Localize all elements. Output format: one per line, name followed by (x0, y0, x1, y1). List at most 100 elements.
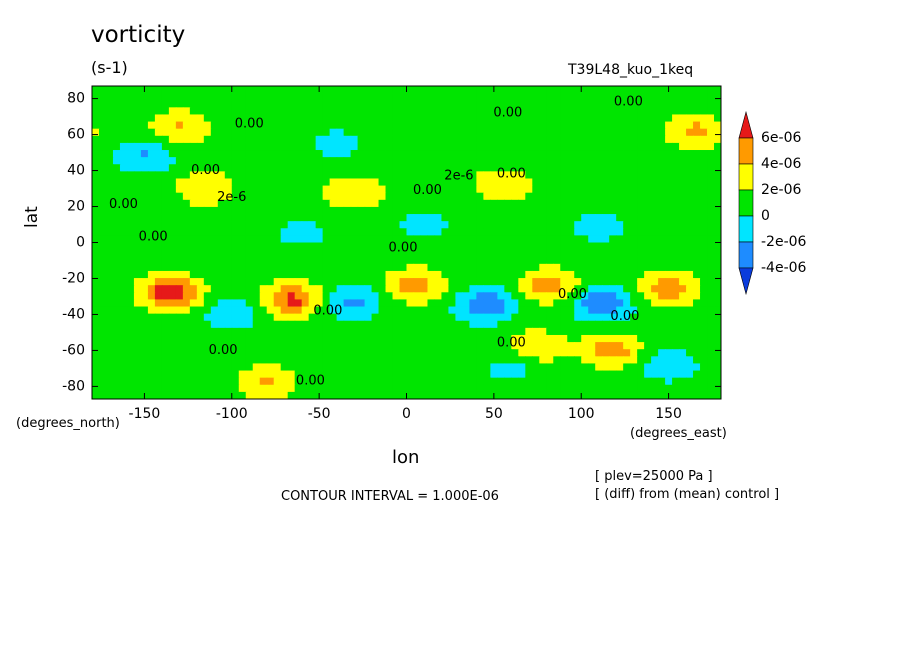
field-cell (168, 206, 177, 215)
field-cell (217, 214, 226, 222)
field-cell (553, 135, 561, 144)
field-cell (252, 320, 261, 329)
field-cell (315, 249, 324, 258)
field-cell (707, 206, 715, 215)
field-cell (273, 263, 282, 272)
field-cell (574, 285, 582, 293)
field-cell (308, 391, 317, 399)
field-cell (469, 299, 477, 308)
field-cell (658, 363, 666, 372)
field-cell (175, 377, 184, 386)
field-cell (553, 342, 561, 350)
field-cell (532, 206, 540, 215)
field-cell (147, 249, 156, 258)
field-cell (238, 391, 247, 399)
field-cell (476, 306, 484, 315)
field-cell (483, 278, 491, 286)
field-cell (511, 349, 519, 357)
field-cell (357, 235, 366, 244)
field-cell (231, 100, 240, 108)
field-cell (483, 363, 491, 372)
field-cell (98, 164, 107, 172)
field-cell (119, 249, 128, 258)
field-cell (182, 206, 191, 215)
field-cell (476, 242, 484, 251)
field-cell (385, 363, 394, 372)
field-cell (336, 157, 345, 165)
field-cell (490, 292, 498, 301)
field-cell (574, 86, 582, 94)
field-cell (112, 100, 121, 108)
field-cell (266, 135, 275, 144)
field-cell (371, 107, 380, 116)
field-cell (679, 86, 687, 94)
field-cell (595, 334, 603, 343)
field-cell (350, 391, 359, 399)
field-cell (280, 114, 289, 123)
field-cell (315, 334, 324, 343)
field-cell (490, 93, 498, 101)
field-cell (350, 185, 359, 194)
field-cell (427, 256, 436, 265)
field-cell (224, 249, 233, 258)
field-cell (168, 249, 177, 258)
field-cell (413, 349, 422, 357)
field-cell (175, 164, 184, 172)
field-cell (329, 334, 338, 343)
field-cell (147, 356, 156, 365)
field-cell (700, 206, 708, 215)
field-cell (546, 292, 554, 301)
field-cell (231, 114, 240, 123)
field-cell (427, 377, 436, 386)
field-cell (658, 278, 666, 286)
field-cell (616, 377, 624, 386)
field-cell (399, 86, 408, 94)
field-cell (462, 164, 470, 172)
field-cell (560, 306, 568, 315)
field-cell (441, 199, 450, 208)
field-cell (287, 256, 296, 265)
field-cell (203, 384, 212, 393)
field-cell (112, 135, 121, 144)
field-cell (315, 256, 324, 265)
field-cell (462, 228, 470, 236)
field-cell (539, 192, 547, 201)
field-cell (126, 370, 135, 379)
field-cell (224, 356, 233, 365)
field-cell (665, 320, 673, 329)
field-cell (154, 285, 163, 293)
field-cell (700, 370, 708, 379)
field-cell (406, 363, 415, 372)
field-cell (280, 185, 289, 194)
field-cell (175, 228, 184, 236)
field-cell (273, 342, 282, 350)
field-cell (672, 171, 680, 180)
field-cell (588, 285, 596, 293)
field-cell (525, 384, 533, 393)
field-cell (623, 320, 631, 329)
field-cell (308, 214, 317, 222)
contour-label: 0.00 (109, 197, 138, 212)
field-cell (252, 86, 261, 94)
field-cell (476, 142, 484, 151)
field-cell (154, 157, 163, 165)
field-cell (385, 128, 394, 137)
field-cell (490, 128, 498, 137)
field-cell (455, 157, 464, 165)
field-cell (336, 313, 345, 322)
field-cell (210, 320, 219, 329)
field-cell (546, 121, 554, 130)
field-cell (497, 192, 505, 201)
field-cell (140, 356, 149, 365)
contour-label: 0.00 (139, 230, 168, 245)
field-cell (448, 192, 457, 201)
field-cell (504, 107, 512, 116)
field-cell (175, 285, 184, 293)
field-cell (518, 256, 526, 265)
field-cell (588, 93, 596, 101)
field-cell (350, 221, 359, 229)
field-cell (210, 157, 219, 165)
field-cell (581, 320, 589, 329)
field-cell (371, 391, 380, 399)
field-cell (245, 192, 254, 201)
